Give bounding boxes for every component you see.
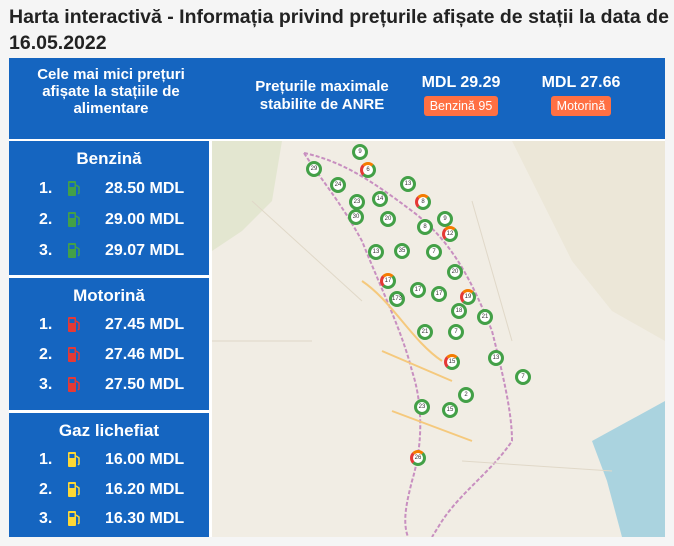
anre-max-prices-label: Prețurile maximale stabilite de ANRE [255, 78, 389, 113]
interactive-map[interactable]: 9 29 6 24 13 23 14 8 9 30 20 8 12 13 35 7 20 17 17 17 173 18 1… [212, 141, 665, 537]
fuel-pump-icon [68, 482, 80, 497]
list-item: 1. 28.50 MDL [9, 177, 209, 201]
section-title: Benzină [76, 149, 142, 168]
max-price-value: MDL 27.66 [541, 74, 621, 91]
max-price-benzina: MDL 29.29 Benzină 95 [407, 72, 515, 116]
station-marker[interactable]: 8 [417, 219, 433, 235]
fuel-pump-icon [68, 511, 80, 526]
station-marker[interactable]: 29 [306, 161, 322, 177]
fuel-pump-icon [68, 243, 80, 258]
fuel-pump-icon [68, 181, 80, 196]
price: 27.46 MDL [105, 346, 185, 363]
station-marker[interactable]: 7 [426, 244, 442, 260]
station-marker[interactable]: 7 [515, 369, 531, 385]
station-marker[interactable]: 13 [368, 244, 384, 260]
panel-header: Cele mai mici prețuri afișate la stațiil… [9, 58, 665, 139]
station-marker[interactable]: 9 [352, 144, 368, 160]
station-marker[interactable]: 24 [330, 177, 346, 193]
divider [9, 410, 209, 413]
station-marker[interactable]: 17 [380, 273, 396, 289]
station-marker[interactable]: 23 [349, 194, 365, 210]
station-marker[interactable]: 21 [417, 324, 433, 340]
station-marker[interactable]: 19 [460, 289, 476, 305]
list-item: 2. 29.00 MDL [9, 208, 209, 232]
fuel-tag: Motorină [550, 96, 612, 116]
rank: 1. [39, 316, 53, 333]
divider [9, 139, 665, 141]
station-marker[interactable]: 15 [442, 402, 458, 418]
station-marker[interactable]: 7 [448, 324, 464, 340]
list-item: 3. 27.50 MDL [9, 373, 209, 397]
section-benzina: Benzină 1. 28.50 MDL 2. 29.00 MDL 3. 29.07 … [9, 141, 209, 275]
list-item: 2. 27.46 MDL [9, 343, 209, 367]
list-item: 1. 16.00 MDL [9, 448, 209, 472]
section-gaz-lichefiat: Gaz lichefiat 1. 16.00 MDL 2. 16.20 MDL 3.… [9, 413, 209, 537]
fuel-pump-icon [68, 212, 80, 227]
section-motorina: Motorină 1. 27.45 MDL 2. 27.46 MDL 3. 27.50… [9, 278, 209, 410]
section-title: Motorină [73, 286, 145, 305]
station-marker[interactable]: 20 [447, 264, 463, 280]
station-marker[interactable]: 17 [431, 286, 447, 302]
rank: 3. [39, 376, 53, 393]
station-marker[interactable]: 26 [410, 450, 426, 466]
rank: 2. [39, 481, 53, 498]
rank: 1. [39, 451, 53, 468]
rank: 3. [39, 242, 53, 259]
price: 16.30 MDL [105, 510, 185, 527]
price: 29.00 MDL [105, 211, 185, 228]
station-marker[interactable]: 6 [360, 162, 376, 178]
price: 16.00 MDL [105, 451, 185, 468]
rank: 2. [39, 211, 53, 228]
lowest-prices-label: Cele mai mici prețuri afișate la stațiil… [37, 66, 185, 117]
station-marker[interactable]: 13 [488, 350, 504, 366]
price: 16.20 MDL [105, 481, 185, 498]
max-price-value: MDL 29.29 [421, 74, 501, 91]
fuel-sections: Benzină 1. 28.50 MDL 2. 29.00 MDL 3. 29.07 … [9, 141, 209, 537]
list-item: 2. 16.20 MDL [9, 478, 209, 502]
rank: 1. [39, 180, 53, 197]
station-marker[interactable]: 30 [348, 209, 364, 225]
station-marker[interactable]: 8 [415, 194, 431, 210]
station-marker[interactable]: 14 [372, 191, 388, 207]
price: 27.45 MDL [105, 316, 185, 333]
section-title: Gaz lichefiat [58, 421, 160, 440]
station-marker[interactable]: 20 [380, 211, 396, 227]
fuel-pump-icon [68, 347, 80, 362]
list-item: 3. 29.07 MDL [9, 239, 209, 263]
fuel-tag: Benzină 95 [423, 96, 499, 116]
map-background [212, 141, 665, 537]
rank: 3. [39, 510, 53, 527]
divider [9, 275, 209, 278]
station-marker[interactable]: 35 [394, 243, 410, 259]
divider [209, 141, 212, 537]
station-marker[interactable]: 2 [458, 387, 474, 403]
station-marker[interactable]: 15 [444, 354, 460, 370]
station-marker[interactable]: 173 [389, 291, 405, 307]
max-price-motorina: MDL 27.66 Motorină [531, 72, 631, 116]
station-marker[interactable]: 13 [400, 176, 416, 192]
price: 29.07 MDL [105, 242, 185, 259]
page-title: Harta interactivă - Informația privind p… [9, 6, 669, 54]
list-item: 1. 27.45 MDL [9, 313, 209, 337]
station-marker[interactable]: 9 [437, 211, 453, 227]
price: 27.50 MDL [105, 376, 185, 393]
station-marker[interactable]: 23 [414, 399, 430, 415]
station-marker[interactable]: 21 [477, 309, 493, 325]
station-marker[interactable]: 17 [410, 282, 426, 298]
station-marker[interactable]: 12 [442, 226, 458, 242]
price: 28.50 MDL [105, 180, 185, 197]
rank: 2. [39, 346, 53, 363]
list-item: 3. 16.30 MDL [9, 507, 209, 531]
fuel-pump-icon [68, 317, 80, 332]
fuel-pump-icon [68, 452, 80, 467]
fuel-pump-icon [68, 377, 80, 392]
prices-panel: Cele mai mici prețuri afișate la stațiil… [9, 58, 665, 537]
station-marker[interactable]: 18 [451, 303, 467, 319]
